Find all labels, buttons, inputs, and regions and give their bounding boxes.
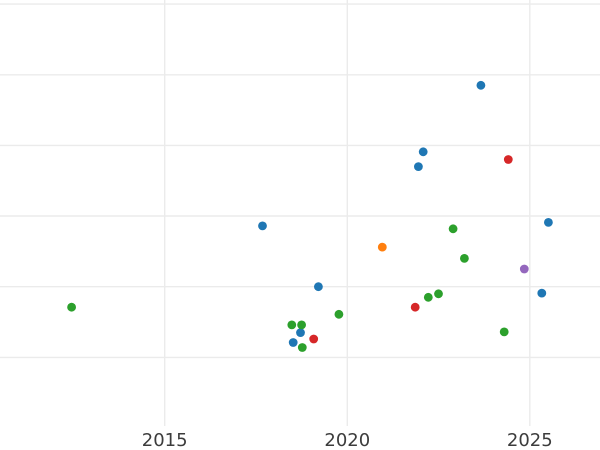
data-point-blue — [288, 338, 298, 347]
data-point-blue — [314, 282, 323, 292]
x-tick-label-2020: 2020 — [324, 430, 370, 450]
data-point-purple — [519, 264, 529, 274]
data-point-blue — [414, 162, 423, 172]
data-point-red — [410, 302, 420, 312]
data-point-blue — [537, 288, 547, 298]
data-point-green — [297, 343, 307, 352]
data-point-blue — [544, 218, 553, 227]
data-point-green — [287, 320, 297, 330]
data-point-green — [67, 302, 76, 312]
data-point-blue — [296, 328, 305, 337]
data-point-orange — [377, 242, 387, 252]
data-point-blue — [418, 147, 428, 157]
data-point-red — [309, 334, 319, 344]
x-tick-label-2025: 2025 — [507, 430, 553, 450]
data-point-blue — [476, 80, 486, 90]
data-point-green — [460, 254, 469, 263]
x-tick-label-2015: 2015 — [142, 430, 188, 450]
data-point-red — [503, 155, 513, 164]
data-point-green — [423, 292, 433, 302]
data-point-green — [334, 309, 344, 319]
data-point-green — [448, 224, 458, 234]
data-point-green — [297, 320, 306, 330]
data-point-blue — [258, 221, 267, 231]
data-point-green — [434, 289, 443, 299]
data-point-green — [499, 327, 509, 337]
